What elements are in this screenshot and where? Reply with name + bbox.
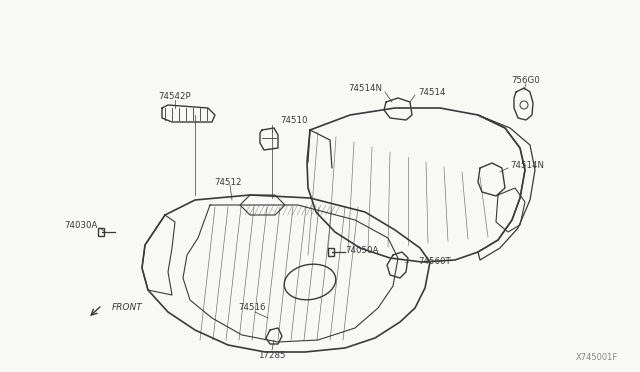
Text: 74050A: 74050A xyxy=(345,246,378,254)
Text: 74516: 74516 xyxy=(238,304,266,312)
Text: 74514: 74514 xyxy=(418,87,445,96)
Text: 74514N: 74514N xyxy=(348,83,382,93)
Text: 74512: 74512 xyxy=(214,177,242,186)
Text: 17285: 17285 xyxy=(259,352,285,360)
Bar xyxy=(328,248,334,256)
Text: 74542P: 74542P xyxy=(159,92,191,100)
Text: 756G0: 756G0 xyxy=(511,76,540,84)
Text: 74030A: 74030A xyxy=(65,221,98,230)
Text: 74510: 74510 xyxy=(280,115,307,125)
Bar xyxy=(98,228,104,236)
Text: 74560T: 74560T xyxy=(418,257,451,266)
Text: 74514N: 74514N xyxy=(510,160,544,170)
Text: X745001F: X745001F xyxy=(576,353,618,362)
Text: FRONT: FRONT xyxy=(112,304,143,312)
